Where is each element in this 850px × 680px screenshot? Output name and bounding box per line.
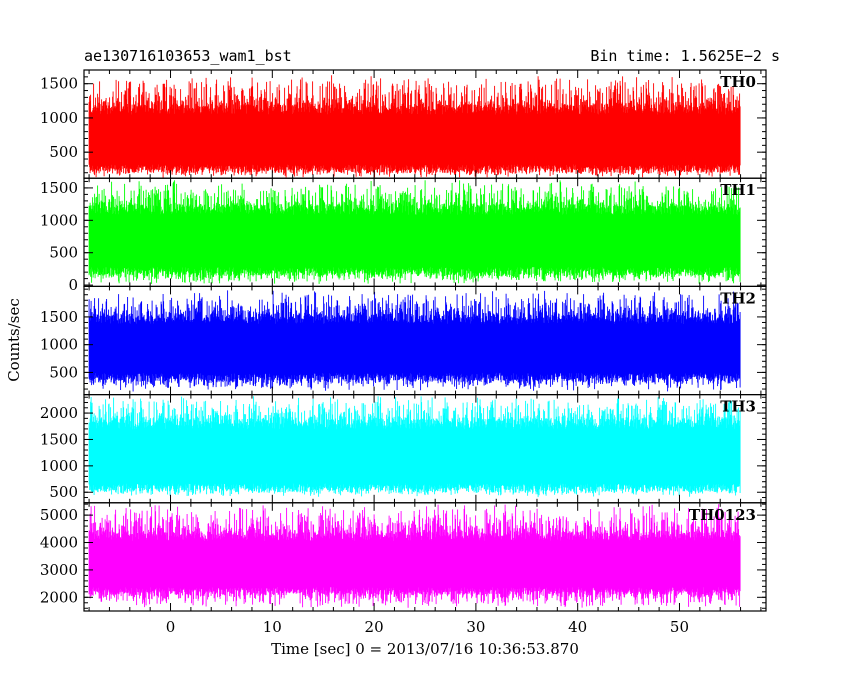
bin-time-label: Bin time: 1.5625E−2 s bbox=[590, 47, 780, 65]
y-tick-label: 1500 bbox=[40, 179, 78, 197]
y-tick-label: 1500 bbox=[40, 430, 78, 448]
y-tick-label: 2000 bbox=[40, 588, 78, 606]
y-tick-label: 3000 bbox=[40, 561, 78, 579]
x-tick-label: 40 bbox=[568, 618, 587, 636]
panel-th2: 500 1000 1500 TH2 bbox=[40, 285, 767, 396]
panel-label-th0: TH0 bbox=[720, 73, 756, 91]
panel-th0: 500 1000 1500 TH0 bbox=[40, 69, 767, 179]
panel-label-th2: TH2 bbox=[720, 289, 756, 307]
y-tick-label: 1500 bbox=[40, 75, 78, 93]
panel-th3: 500 1000 1500 2000 TH3 bbox=[40, 394, 767, 504]
y-tick-label: 1000 bbox=[40, 211, 78, 229]
series-th0123 bbox=[88, 504, 741, 608]
y-tick-label: 2000 bbox=[40, 404, 78, 422]
y-tick-label: 5000 bbox=[40, 506, 78, 524]
panel-th1: 0 500 1000 1500 TH1 bbox=[40, 177, 767, 294]
x-tick-label: 30 bbox=[466, 618, 485, 636]
y-tick-label: 500 bbox=[49, 483, 78, 501]
series-th3 bbox=[88, 396, 741, 498]
x-tick-label: 50 bbox=[670, 618, 689, 636]
y-tick-label: 500 bbox=[49, 244, 78, 262]
x-axis-label: Time [sec] 0 = 2013/07/16 10:36:53.870 bbox=[271, 640, 579, 658]
series-th1 bbox=[88, 180, 741, 284]
x-tick-label: 20 bbox=[365, 618, 384, 636]
chart-title: ae130716103653_wam1_bst bbox=[84, 47, 292, 65]
series-th0 bbox=[88, 75, 741, 178]
y-tick-label: 1000 bbox=[40, 336, 78, 354]
y-tick-label: 0 bbox=[68, 276, 78, 294]
y-axis-label: Counts/sec bbox=[5, 298, 23, 382]
x-tick-label: 10 bbox=[263, 618, 282, 636]
panel-th0123: 2000 3000 4000 5000 TH0123 bbox=[40, 502, 767, 612]
x-tick-label: 0 bbox=[166, 618, 176, 636]
y-tick-label: 4000 bbox=[40, 534, 78, 552]
y-tick-label: 500 bbox=[49, 363, 78, 381]
panel-frame bbox=[83, 502, 767, 612]
y-tick-label: 1500 bbox=[40, 308, 78, 326]
y-tick-label: 500 bbox=[49, 143, 78, 161]
panel-label-th0123: TH0123 bbox=[689, 506, 756, 524]
series-th2 bbox=[88, 290, 741, 392]
panel-label-th1: TH1 bbox=[720, 181, 756, 199]
panel-label-th3: TH3 bbox=[720, 398, 756, 416]
y-tick-label: 1000 bbox=[40, 109, 78, 127]
y-tick-label: 1000 bbox=[40, 457, 78, 475]
